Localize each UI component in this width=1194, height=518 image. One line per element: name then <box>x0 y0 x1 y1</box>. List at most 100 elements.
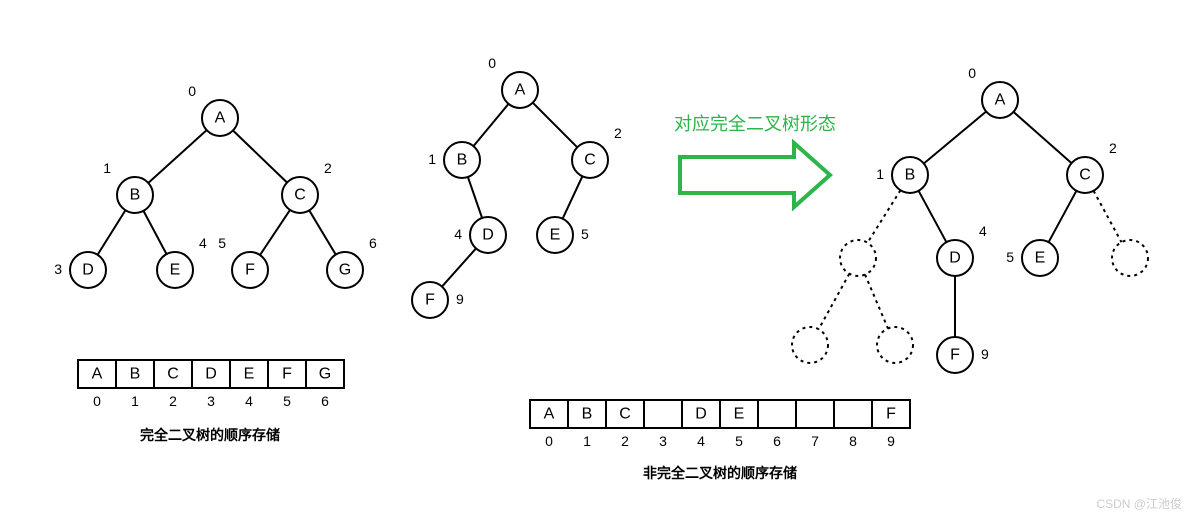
tree-edge <box>1094 191 1122 242</box>
node-index: 1 <box>103 160 111 176</box>
transform-arrow: 对应完全二叉树形态 <box>674 114 836 207</box>
storage-cell-index: 5 <box>283 393 291 409</box>
node-label: C <box>1079 167 1091 184</box>
tree-edge <box>868 190 901 242</box>
node-label: A <box>995 92 1006 109</box>
tree-edge <box>233 130 287 182</box>
storage-cell-value: A <box>544 406 555 423</box>
storage-caption: 非完全二叉树的顺序存储 <box>643 465 797 481</box>
node-index: 5 <box>218 235 226 251</box>
node-index: 4 <box>454 226 462 242</box>
storage-cell-index: 6 <box>321 393 329 409</box>
storage-cell <box>834 400 872 428</box>
node-label: B <box>130 187 141 204</box>
storage-cell-index: 6 <box>773 433 781 449</box>
tree-edge <box>309 210 335 254</box>
storage-cell-index: 7 <box>811 433 819 449</box>
storage-cell-value: G <box>319 366 331 383</box>
storage-table: A0B1C2D3E4F5G6完全二叉树的顺序存储 <box>78 360 344 443</box>
tree-edge <box>919 191 947 242</box>
node-label: E <box>1035 250 1046 267</box>
storage-cell-index: 1 <box>583 433 591 449</box>
node-index: 0 <box>488 55 496 71</box>
tree-edge <box>473 104 508 146</box>
node-label: E <box>550 227 561 244</box>
node-label: F <box>425 292 435 309</box>
storage-cell-index: 4 <box>245 393 253 409</box>
node-label: A <box>515 82 526 99</box>
storage-cell-value: B <box>130 366 141 383</box>
arrow-label: 对应完全二叉树形态 <box>674 114 836 134</box>
tree-node-ghost <box>792 327 828 363</box>
storage-cell-value: C <box>167 366 179 383</box>
storage-cell-value: E <box>734 406 745 423</box>
storage-cell <box>758 400 796 428</box>
diagram-canvas: A 0 B 1 C 2 D 3 E 4 F 5 G 6 A 0 B 1 C 2 D 3 E 4 F 5 G 6 完全二叉树的顺序存储 A 0… <box>0 0 1194 518</box>
tree-edge <box>260 210 290 255</box>
node-index: 4 <box>199 235 207 251</box>
node-index: 2 <box>1109 140 1117 156</box>
storage-cell-value: C <box>619 406 631 423</box>
node-label: D <box>482 227 494 244</box>
node-index: 4 <box>979 223 987 239</box>
storage-cell-index: 4 <box>697 433 705 449</box>
node-index: 0 <box>968 65 976 81</box>
tree-edge <box>819 274 850 329</box>
node-label: C <box>584 152 596 169</box>
storage-table: A0B1C23D4E5678F9非完全二叉树的顺序存储 <box>530 400 910 481</box>
tree-incomplete: A 0 B 1 C 2 D 4 E 5 F 9 <box>412 55 622 318</box>
tree-complete: A 0 B 1 C 2 D 3 E 4 F 5 G 6 <box>54 83 377 288</box>
storage-cell-index: 9 <box>887 433 895 449</box>
storage-cell-value: F <box>886 406 896 423</box>
storage-cell-value: E <box>244 366 255 383</box>
node-label: A <box>215 110 226 127</box>
node-index: 2 <box>324 160 332 176</box>
tree-edge <box>865 275 888 329</box>
arrow-icon <box>680 143 830 207</box>
node-index: 2 <box>614 125 622 141</box>
storage-cell-index: 3 <box>659 433 667 449</box>
storage-cell-index: 2 <box>169 393 177 409</box>
node-label: F <box>950 347 960 364</box>
storage-cell-index: 2 <box>621 433 629 449</box>
node-index: 1 <box>428 151 436 167</box>
node-index: 1 <box>876 166 884 182</box>
tree-edge <box>1049 191 1077 242</box>
tree-edge <box>442 248 476 286</box>
node-label: D <box>82 262 94 279</box>
node-index: 5 <box>581 226 589 242</box>
tree-incomplete-mapped: A0B1C2D4E5F9 <box>792 65 1148 373</box>
tree-edge <box>143 211 166 254</box>
storage-cell-index: 0 <box>545 433 553 449</box>
node-index: 9 <box>981 346 989 362</box>
tree-edge <box>563 176 583 218</box>
storage-cell-index: 5 <box>735 433 743 449</box>
storage-cell-value: D <box>205 366 217 383</box>
storage-caption: 完全二叉树的顺序存储 <box>140 427 280 443</box>
storage-cell-value: D <box>695 406 707 423</box>
node-label: F <box>245 262 255 279</box>
node-label: B <box>457 152 468 169</box>
storage-cell-value: A <box>92 366 103 383</box>
tree-node-ghost <box>1112 240 1148 276</box>
storage-cell <box>796 400 834 428</box>
tree-edge <box>533 103 578 148</box>
node-label: B <box>905 167 916 184</box>
tree-edge <box>148 130 206 183</box>
node-index: 9 <box>456 291 464 307</box>
tree-edge <box>468 177 482 218</box>
node-label: C <box>294 187 306 204</box>
node-index: 0 <box>188 83 196 99</box>
tree-edge <box>98 210 126 254</box>
node-index: 3 <box>54 261 62 277</box>
node-index: 6 <box>369 235 377 251</box>
storage-cell-index: 8 <box>849 433 857 449</box>
tree-edge <box>1013 112 1071 163</box>
storage-cell <box>644 400 682 428</box>
tree-edge <box>924 112 986 164</box>
storage-cell-index: 3 <box>207 393 215 409</box>
node-label: G <box>339 262 351 279</box>
node-label: E <box>170 262 181 279</box>
storage-cell-index: 1 <box>131 393 139 409</box>
storage-cell-index: 0 <box>93 393 101 409</box>
